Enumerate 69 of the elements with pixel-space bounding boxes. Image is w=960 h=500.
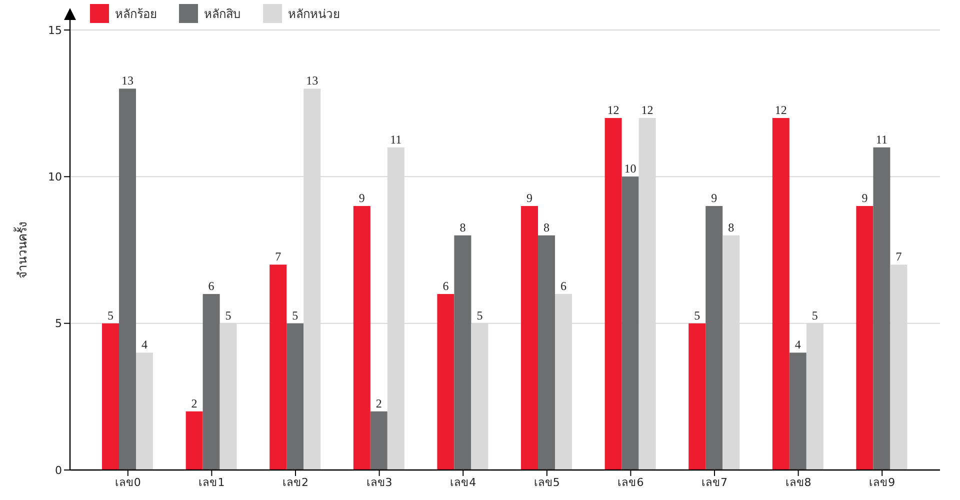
bar [353, 206, 370, 470]
data-label: 6 [442, 279, 449, 293]
bar [789, 352, 806, 470]
bar [622, 176, 639, 470]
x-tick-label: เลข1 [198, 476, 225, 489]
data-label: 5 [225, 308, 232, 322]
x-tick-label: เลข3 [366, 476, 392, 489]
x-tick-label: เลข0 [114, 476, 141, 489]
bar [454, 235, 472, 470]
y-tick-label: 15 [48, 24, 62, 37]
x-tick-label: เลข9 [869, 476, 896, 489]
data-label: 10 [624, 162, 636, 176]
data-label: 5 [812, 308, 818, 322]
y-tick-label: 0 [55, 464, 62, 477]
data-label: 13 [306, 74, 318, 88]
bar [538, 235, 555, 470]
data-label: 5 [292, 308, 298, 322]
bar [370, 411, 388, 470]
x-tick-label: เลข5 [534, 476, 560, 489]
data-label: 8 [728, 220, 734, 234]
bar [873, 147, 890, 470]
bar [102, 323, 119, 470]
data-label: 4 [794, 338, 801, 352]
data-label: 6 [560, 279, 566, 293]
data-label: 11 [390, 132, 402, 146]
bar [186, 411, 203, 470]
data-label: 9 [711, 191, 718, 205]
bar [136, 352, 153, 470]
data-label: 12 [641, 103, 654, 117]
legend-label: หลักร้อย [115, 6, 157, 23]
bar [521, 206, 538, 470]
y-axis-title: จำนวนครั้ง [13, 222, 30, 278]
bar [772, 118, 790, 470]
data-label: 12 [607, 103, 620, 117]
bar [270, 264, 287, 470]
data-label: 7 [896, 250, 902, 264]
data-label: 5 [694, 308, 700, 322]
bar [119, 88, 136, 470]
data-label: 8 [460, 220, 466, 234]
x-tick-label: เลข8 [785, 476, 812, 489]
x-tick-label: เลข2 [282, 476, 308, 489]
data-label: 8 [544, 220, 550, 234]
bar [688, 323, 706, 470]
data-label: 7 [275, 250, 282, 264]
legend-label: หลักหน่วย [288, 6, 340, 23]
bar [437, 294, 454, 470]
data-label: 11 [876, 132, 888, 146]
x-tick-label: เลข6 [618, 476, 644, 489]
bar [286, 323, 304, 470]
bar [202, 294, 220, 470]
legend-label: หลักสิบ [204, 6, 241, 23]
data-label: 2 [191, 396, 198, 410]
data-label: 2 [376, 396, 382, 410]
data-label: 9 [862, 191, 868, 205]
data-label: 12 [774, 103, 787, 117]
x-tick-label: เลข7 [702, 476, 728, 489]
y-tick-label: 5 [55, 317, 62, 330]
data-label: 13 [122, 74, 134, 88]
data-label: 4 [142, 338, 148, 352]
data-label: 6 [208, 279, 214, 293]
bar [604, 118, 622, 470]
bar [706, 206, 723, 470]
data-label: 5 [108, 308, 114, 322]
data-label: 9 [358, 191, 365, 205]
y-tick-label: 10 [48, 170, 62, 184]
data-label: 9 [526, 191, 532, 205]
data-label: 5 [476, 308, 483, 322]
bar [856, 206, 874, 470]
x-tick-label: เลข4 [450, 476, 476, 489]
